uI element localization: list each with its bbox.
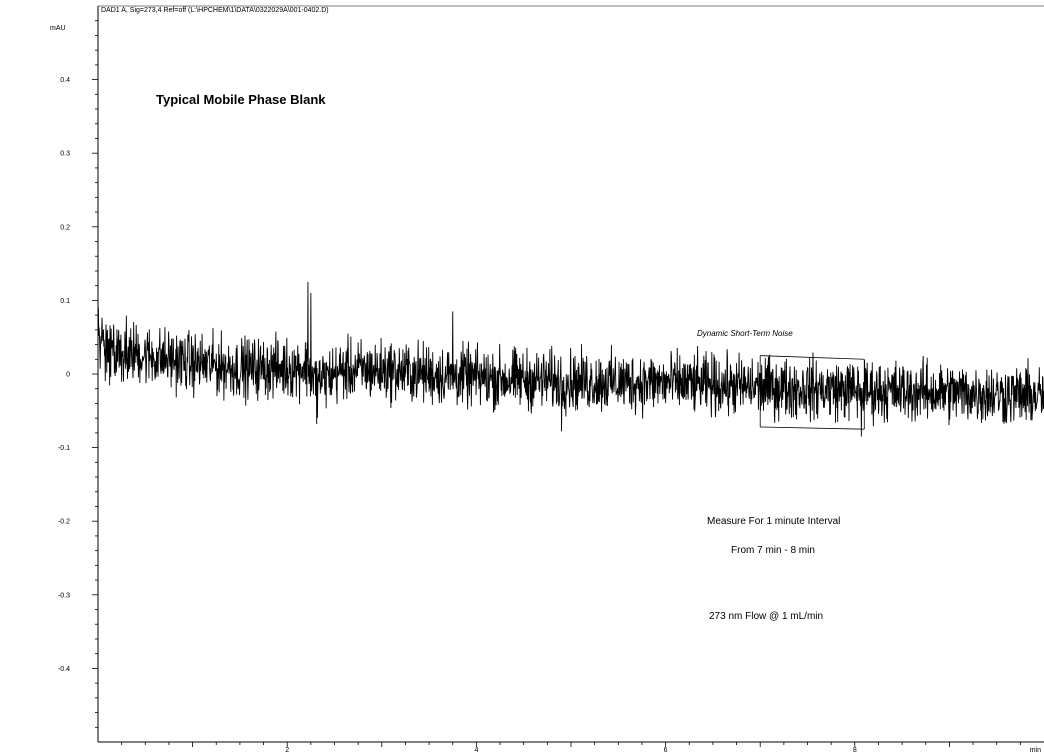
y-tick-label: 0.2 [60, 224, 70, 231]
x-axis-label: min [1030, 747, 1041, 754]
y-tick-label: -0.4 [58, 666, 70, 673]
y-tick-label: 0 [66, 372, 70, 379]
noise-box [759, 355, 865, 430]
x-axis: 2 4 6 8 [121, 742, 1021, 754]
y-tick-label: -0.2 [58, 519, 70, 526]
y-axis-label: mAU [50, 25, 66, 32]
x-tick-label: 2 [285, 747, 289, 754]
annotation-interval: Measure For 1 minute Interval [707, 516, 840, 527]
x-tick-label: 6 [664, 747, 668, 754]
y-axis: 0.4 0.3 0.2 0.1 0 -0.1 -0.2 -0.3 -0.4 [58, 20, 98, 728]
y-tick-label: 0.3 [60, 151, 70, 158]
y-tick-label: -0.3 [58, 592, 70, 599]
signal-trace [97, 281, 1044, 437]
chart-title: Typical Mobile Phase Blank [156, 92, 326, 107]
noise-lower-line [760, 426, 865, 430]
y-tick-label: 0.1 [60, 298, 70, 305]
annotation-range: From 7 min - 8 min [731, 545, 815, 556]
noise-box-label: Dynamic Short-Term Noise [697, 329, 793, 338]
noise-upper-line [760, 355, 865, 360]
annotation-conditions: 273 nm Flow @ 1 mL/min [709, 611, 823, 622]
x-tick-label: 4 [474, 747, 478, 754]
x-tick-label: 8 [853, 747, 857, 754]
y-tick-label: -0.1 [58, 445, 70, 452]
signal-header: DAD1 A, Sig=273,4 Ref=off (L:\HPCHEM\1\D… [101, 7, 329, 14]
y-tick-label: 0.4 [60, 77, 70, 84]
trace-group [97, 281, 1044, 437]
